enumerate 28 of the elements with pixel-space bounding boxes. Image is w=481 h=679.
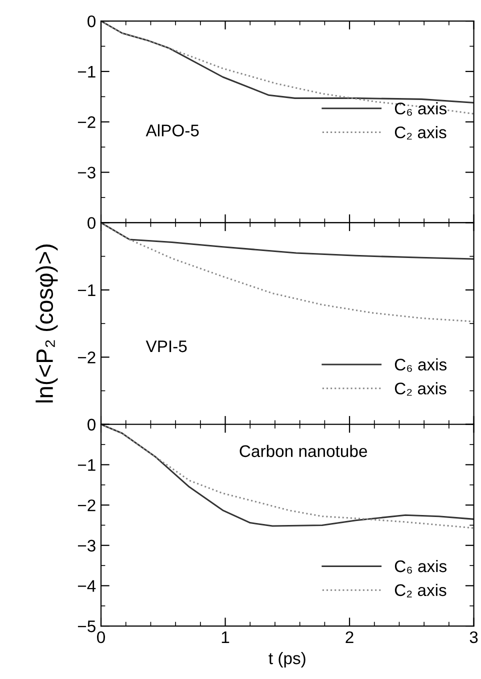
x-tick-label: 2 — [346, 631, 354, 643]
y-tick-label: 0 — [88, 15, 96, 28]
annotation: Carbon nanotube — [240, 444, 368, 458]
x-tick-label: 0 — [97, 631, 105, 644]
y-axis-title: ln(<P₂ (cosφ)>) — [36, 244, 58, 402]
legend-label: C₂ axis — [394, 584, 446, 598]
y-tick-label: −3 — [78, 166, 96, 178]
x-tick-label: 3 — [470, 631, 478, 644]
y-tick-label: 0 — [88, 418, 96, 431]
y-tick-label: −2 — [78, 499, 96, 512]
y-tick-label: −2 — [78, 352, 96, 364]
legend-label: C₂ axis — [394, 382, 446, 396]
x-tick-label: 1 — [222, 632, 230, 643]
y-tick-label: −1 — [78, 66, 96, 78]
y-tick-label: −3 — [78, 540, 96, 552]
y-tick-label: −2 — [78, 116, 96, 128]
y-tick-label: −1 — [78, 284, 96, 296]
y-tick-label: −4 — [78, 580, 96, 592]
legend-label: C₂ axis — [394, 126, 446, 140]
legend-label: C₆ axis — [394, 560, 447, 574]
legend-label: C₆ axis — [394, 358, 447, 372]
y-tick-label: −1 — [78, 459, 96, 471]
legend-label: C₆ axis — [394, 102, 447, 116]
annotation: VPI-5 — [146, 340, 187, 352]
annotation: AlPO-5 — [146, 124, 199, 136]
y-tick-label: −5 — [78, 620, 96, 632]
y-tick-label: 0 — [88, 217, 96, 229]
x-axis-title: t (ps) — [268, 652, 306, 668]
